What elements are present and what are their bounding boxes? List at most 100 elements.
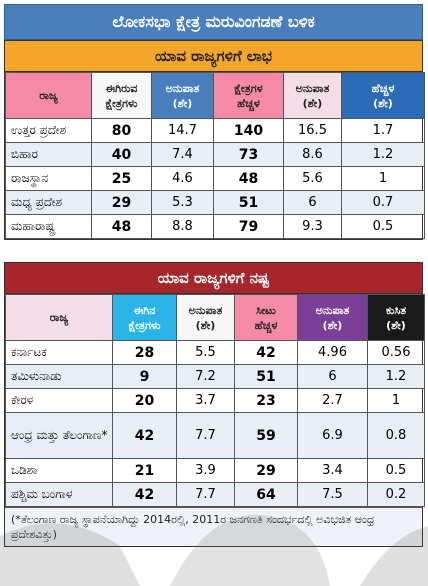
seat-increase: 140 [213, 118, 284, 143]
table-row: ಕೇರಳ 20 3.7 23 2.7 1 [5, 388, 425, 413]
state-name: ರಾಜಸ್ಥಾನ [5, 166, 92, 191]
table-row: ಒಡಿಶಾ 21 3.9 29 3.4 0.5 [5, 458, 425, 483]
table-row: ಆಂಧ್ರ ಮತ್ತು ತೆಲಂಗಾಣ* 42 7.7 59 6.9 0.8 [5, 412, 425, 459]
new-ratio: 16.5 [283, 118, 342, 143]
loss-header-current-seats: ಈಗಿನ ಕ್ಷೇತ್ರಗಳು [112, 294, 177, 341]
increase-pct: 1.7 [341, 118, 425, 143]
increase-pct: 0.5 [341, 214, 425, 239]
ratio: 7.7 [176, 412, 235, 459]
table-row: ಉತ್ತರ ಪ್ರದೇಶ 80 14.7 140 16.5 1.7 [5, 118, 425, 143]
ratio: 7.4 [151, 142, 214, 167]
new-ratio: 3.4 [297, 458, 368, 483]
loss-header-state: ರಾಜ್ಯ [5, 294, 113, 341]
seat-increase: 51 [213, 190, 284, 215]
current-seats: 42 [112, 482, 177, 507]
increase-pct: 1 [341, 166, 425, 191]
ratio: 14.7 [151, 118, 214, 143]
ratio: 7.2 [176, 364, 235, 389]
gain-header-state: ರಾಜ್ಯ [5, 72, 92, 119]
new-ratio: 6 [297, 364, 368, 389]
current-seats: 29 [91, 190, 152, 215]
seat-increase: 59 [234, 412, 298, 459]
ratio: 3.9 [176, 458, 235, 483]
increase-pct: 1.2 [341, 142, 425, 167]
table-row: ರಾಜಸ್ಥಾನ 25 4.6 48 5.6 1 [5, 166, 425, 191]
table-row: ತಮಿಳುನಾಡು 9 7.2 51 6 1.2 [5, 364, 425, 389]
table-row: ಪಶ್ಚಿಮ ಬಂಗಾಳ 42 7.7 64 7.5 0.2 [5, 482, 425, 507]
ratio: 5.3 [151, 190, 214, 215]
seat-increase: 64 [234, 482, 298, 507]
state-name: ಕರ್ನಾಟಕ [5, 340, 113, 365]
gain-table: ರಾಜ್ಯ ಈಗಿರುವ ಕ್ಷೇತ್ರಗಳು ಅನುಪಾತ (ಶೇ) ಕ್ಷೇತ್… [5, 72, 425, 239]
gain-banner: ಯಾವ ರಾಜ್ಯಗಳಿಗೆ ಲಾಭ [5, 41, 422, 72]
ratio: 3.7 [176, 388, 235, 413]
decline-pct: 0.5 [367, 458, 425, 483]
seat-increase: 42 [234, 340, 298, 365]
footnote: (*ತೆಲಂಗಾಣ ರಾಜ್ಯ ಸ್ಥಾಪನೆಯಾಗಿದ್ದು 2014ರಲ್ಲ… [5, 507, 422, 546]
seat-increase: 79 [213, 214, 284, 239]
decline-pct: 0.8 [367, 412, 425, 459]
gain-header-row: ರಾಜ್ಯ ಈಗಿರುವ ಕ್ಷೇತ್ರಗಳು ಅನುಪಾತ (ಶೇ) ಕ್ಷೇತ್… [5, 72, 425, 119]
state-name: ಕೇರಳ [5, 388, 113, 413]
current-seats: 80 [91, 118, 152, 143]
new-ratio: 8.6 [283, 142, 342, 167]
loss-panel: ಯಾವ ರಾಜ್ಯಗಳಿಗೆ ನಷ್ಟ ರಾಜ್ಯ ಈಗಿನ ಕ್ಷೇತ್ರಗಳು… [4, 262, 425, 547]
current-seats: 20 [112, 388, 177, 413]
seat-increase: 23 [234, 388, 298, 413]
current-seats: 42 [112, 412, 177, 459]
new-ratio: 9.3 [283, 214, 342, 239]
decline-pct: 1.2 [367, 364, 425, 389]
gain-header-ratio: ಅನುಪಾತ (ಶೇ) [151, 72, 214, 119]
state-name: ಪಶ್ಚಿಮ ಬಂಗಾಳ [5, 482, 113, 507]
ratio: 8.8 [151, 214, 214, 239]
gain-header-increase-pct: ಹೆಚ್ಚಳ (ಶೇ) [341, 72, 425, 119]
new-ratio: 6 [283, 190, 342, 215]
main-title: ಲೋಕಸಭಾ ಕ್ಷೇತ್ರ ಮರುವಿಂಗಡಣೆ ಬಳಿಕ [4, 4, 423, 40]
current-seats: 21 [112, 458, 177, 483]
decline-pct: 0.56 [367, 340, 425, 365]
state-name: ಮಧ್ಯ ಪ್ರದೇಶ [5, 190, 92, 215]
current-seats: 28 [112, 340, 177, 365]
state-name: ಬಿಹಾರ [5, 142, 92, 167]
loss-header-new-ratio: ಅನುಪಾತ (ಶೇ) [297, 294, 368, 341]
infographic: ಲೋಕಸಭಾ ಕ್ಷೇತ್ರ ಮರುವಿಂಗಡಣೆ ಬಳಿಕ ಯಾವ ರಾಜ್ಯ… [4, 4, 425, 547]
new-ratio: 7.5 [297, 482, 368, 507]
ratio: 4.6 [151, 166, 214, 191]
current-seats: 48 [91, 214, 152, 239]
state-name: ಆಂಧ್ರ ಮತ್ತು ತೆಲಂಗಾಣ* [5, 412, 113, 459]
seat-increase: 29 [234, 458, 298, 483]
table-row: ಬಿಹಾರ 40 7.4 73 8.6 1.2 [5, 142, 425, 167]
state-name: ಉತ್ತರ ಪ್ರದೇಶ [5, 118, 92, 143]
gain-header-current-seats: ಈಗಿರುವ ಕ್ಷೇತ್ರಗಳು [91, 72, 152, 119]
gain-header-new-ratio: ಅನುಪಾತ (ಶೇ) [283, 72, 342, 119]
increase-pct: 0.7 [341, 190, 425, 215]
state-name: ಮಹಾರಾಷ್ಟ್ರ [5, 214, 92, 239]
table-row: ಮಧ್ಯ ಪ್ರದೇಶ 29 5.3 51 6 0.7 [5, 190, 425, 215]
gain-panel: ಯಾವ ರಾಜ್ಯಗಳಿಗೆ ಲಾಭ ರಾಜ್ಯ ಈಗಿರುವ ಕ್ಷೇತ್ರಗಳ… [4, 40, 425, 240]
loss-table: ರಾಜ್ಯ ಈಗಿನ ಕ್ಷೇತ್ರಗಳು ಅನುಪಾತ (ಶೇ) ಸೀಟು ಹೆಚ್… [5, 294, 425, 507]
loss-banner: ಯಾವ ರಾಜ್ಯಗಳಿಗೆ ನಷ್ಟ [5, 263, 422, 294]
new-ratio: 2.7 [297, 388, 368, 413]
seat-increase: 73 [213, 142, 284, 167]
decline-pct: 0.2 [367, 482, 425, 507]
current-seats: 40 [91, 142, 152, 167]
new-ratio: 5.6 [283, 166, 342, 191]
loss-header-decline-pct: ಕುಸಿತ (ಶೇ) [367, 294, 425, 341]
current-seats: 25 [91, 166, 152, 191]
loss-header-ratio: ಅನುಪಾತ (ಶೇ) [176, 294, 235, 341]
table-row: ಕರ್ನಾಟಕ 28 5.5 42 4.96 0.56 [5, 340, 425, 365]
loss-header-seat-increase: ಸೀಟು ಹೆಚ್ಚಳ [234, 294, 298, 341]
new-ratio: 4.96 [297, 340, 368, 365]
gain-header-seat-increase: ಕ್ಷೇತ್ರಗಳ ಹೆಚ್ಚಳ [213, 72, 284, 119]
ratio: 5.5 [176, 340, 235, 365]
ratio: 7.7 [176, 482, 235, 507]
state-name: ಒಡಿಶಾ [5, 458, 113, 483]
seat-increase: 51 [234, 364, 298, 389]
new-ratio: 6.9 [297, 412, 368, 459]
state-name: ತಮಿಳುನಾಡು [5, 364, 113, 389]
section-gap [4, 240, 423, 262]
seat-increase: 48 [213, 166, 284, 191]
table-row: ಮಹಾರಾಷ್ಟ್ರ 48 8.8 79 9.3 0.5 [5, 214, 425, 239]
decline-pct: 1 [367, 388, 425, 413]
loss-header-row: ರಾಜ್ಯ ಈಗಿನ ಕ್ಷೇತ್ರಗಳು ಅನುಪಾತ (ಶೇ) ಸೀಟು ಹೆಚ್… [5, 294, 425, 341]
